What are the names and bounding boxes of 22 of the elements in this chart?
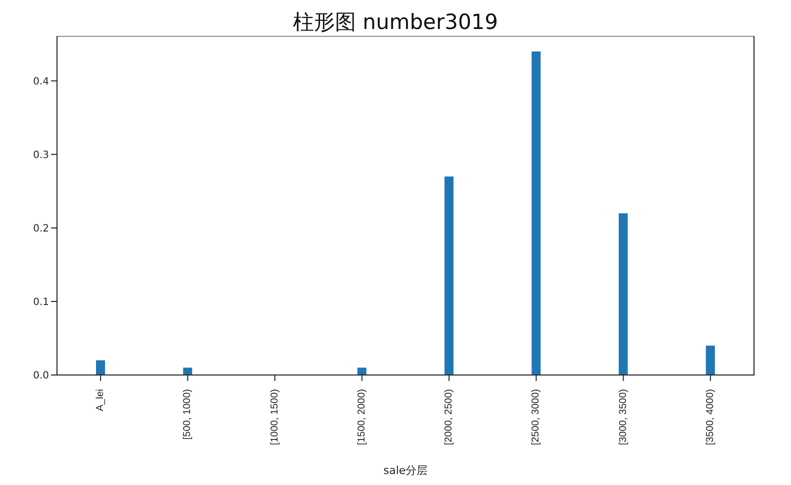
- y-tick-label: 0.3: [33, 150, 49, 161]
- x-tick-label: [2000, 2500): [444, 389, 455, 446]
- bar: [706, 346, 715, 375]
- x-tick-label: [3500, 4000): [704, 389, 716, 446]
- y-tick-label: 0.2: [33, 223, 49, 234]
- x-tick-label: [1000, 1500): [269, 389, 280, 446]
- x-tick-label: [500, 1000): [182, 389, 194, 440]
- bar: [183, 368, 192, 375]
- x-tick-label: [2500, 3000): [530, 389, 542, 446]
- bar: [444, 176, 454, 375]
- chart-title: 柱形图 number3019: [292, 9, 500, 36]
- bar: [532, 51, 541, 375]
- x-tick-label: [1500, 2000): [356, 389, 368, 446]
- y-tick-label: 0.4: [33, 76, 49, 88]
- y-tick-label: 0.0: [33, 370, 49, 382]
- x-tick-label: [3000, 3500): [618, 389, 629, 446]
- bar: [96, 360, 105, 375]
- x-tick-label: A_lei: [95, 389, 106, 412]
- bar: [618, 213, 628, 375]
- y-tick-label: 0.1: [33, 297, 49, 308]
- x-axis-title: sale分层: [382, 463, 429, 479]
- bar: [357, 368, 366, 375]
